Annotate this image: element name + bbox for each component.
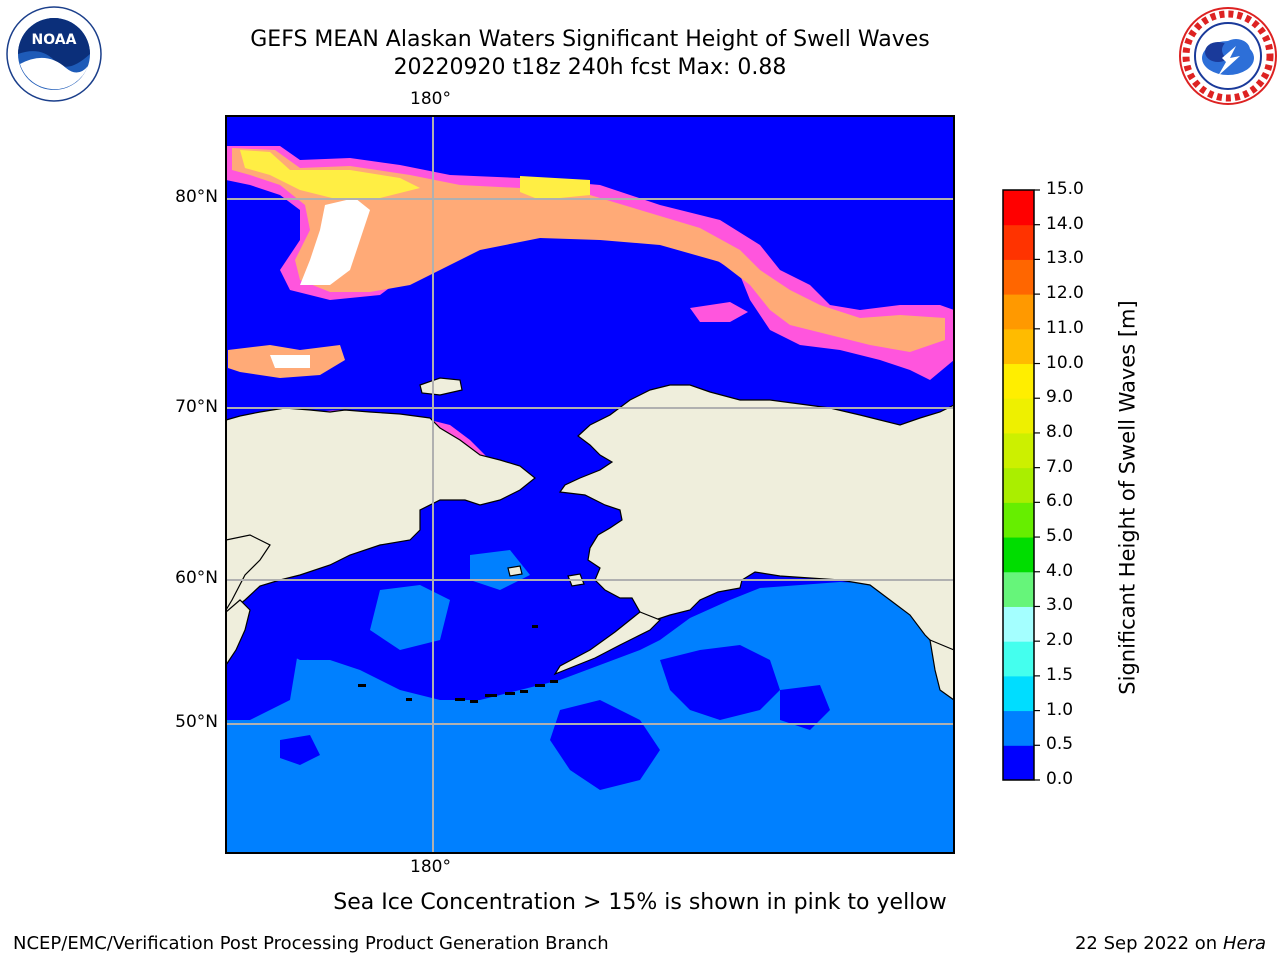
colorbar-segment: [1003, 398, 1034, 434]
colorbar-segment: [1003, 502, 1034, 538]
latitude-label-60n: 60°N: [175, 568, 218, 588]
colorbar-segment: [1003, 745, 1034, 781]
open-water-pocket-2: [270, 355, 310, 368]
colorbar: [1002, 189, 1040, 781]
colorbar-segment: [1003, 641, 1034, 677]
colorbar-segment: [1003, 190, 1034, 226]
colorbar-tick-label: 7.0: [1046, 456, 1074, 477]
latitude-label-70n: 70°N: [175, 397, 218, 417]
sea-ice-note: Sea Ice Concentration > 15% is shown in …: [333, 890, 947, 915]
colorbar-tick-label: 0.0: [1046, 769, 1074, 789]
colorbar-tick-label: 2.0: [1046, 630, 1074, 651]
map-frame: [225, 115, 955, 854]
footer-credit: NCEP/EMC/Verification Post Processing Pr…: [13, 933, 609, 954]
colorbar-segment: [1003, 432, 1034, 469]
footer-host: Hera: [1222, 933, 1266, 954]
colorbar-tick-label: 12.0: [1046, 283, 1084, 304]
colorbar-tick-label: 11.0: [1046, 317, 1084, 338]
land-wrangel-island: [419, 377, 463, 396]
colorbar-tick-label: 10.0: [1046, 352, 1084, 373]
latitude-label-50n: 50°N: [175, 712, 218, 732]
aleutian-islands: [358, 625, 558, 703]
pacific-low-swell-blob-4: [280, 735, 320, 765]
sea-ice-patch-east: [690, 302, 748, 322]
colorbar-frame: [1002, 189, 1035, 781]
colorbar-tick-label: 8.0: [1046, 421, 1074, 442]
graticule: [226, 116, 954, 853]
pacific-swell-patch-1: [370, 585, 450, 650]
figure-title: GEFS MEAN Alaskan Waters Significant Hei…: [250, 27, 930, 52]
footer-date: 22 Sep 2022 on Hera: [1075, 933, 1266, 954]
colorbar-segment: [1003, 328, 1034, 365]
land-kamchatka-south: [226, 599, 251, 667]
svg-text:NOAA: NOAA: [32, 32, 77, 48]
colorbar-segment: [1003, 294, 1034, 330]
colorbar-segment: [1003, 224, 1034, 260]
pacific-low-swell-blob-5: [226, 610, 300, 720]
longitude-label-top: 180°: [410, 89, 451, 109]
pacific-low-swell-blob-2: [550, 700, 660, 790]
open-water-pocket: [300, 198, 370, 285]
colorbar-tick-label: 9.0: [1046, 387, 1074, 408]
sea-ice-band-high: [240, 150, 420, 200]
colorbar-tick-label: 1.5: [1046, 664, 1074, 685]
colorbar-tick-label: 3.0: [1046, 595, 1074, 616]
colorbar-segment: [1003, 363, 1034, 399]
colorbar-segment: [1003, 675, 1034, 712]
pacific-low-swell-blob-3: [780, 685, 830, 730]
noaa-logo: NOAA: [6, 6, 102, 102]
colorbar-tick-label: 1.0: [1046, 699, 1074, 720]
land-st-lawrence-island: [507, 565, 523, 577]
land-alaska: [558, 384, 954, 661]
footer-date-text: 22 Sep 2022 on: [1074, 933, 1218, 954]
colorbar-tick-label: 6.0: [1046, 491, 1074, 512]
colorbar-tick-label: 14.0: [1046, 213, 1084, 234]
nws-logo: [1179, 7, 1277, 105]
colorbar-segment: [1003, 571, 1034, 607]
latitude-label-80n: 80°N: [175, 187, 218, 207]
colorbar-tick-label: 5.0: [1046, 526, 1074, 547]
colorbar-segment: [1003, 467, 1034, 503]
colorbar-tick-label: 13.0: [1046, 248, 1084, 269]
longitude-label-bottom: 180°: [410, 857, 451, 877]
colorbar-segment: [1003, 710, 1034, 746]
pacific-low-swell-blob-1: [660, 645, 780, 720]
land-se-alaska-coast: [929, 639, 954, 701]
colorbar-segment: [1003, 537, 1034, 573]
colorbar-title: Significant Height of Swell Waves [m]: [1115, 300, 1140, 695]
land-alaska-peninsula: [553, 611, 662, 676]
colorbar-tick-label: 15.0: [1046, 179, 1084, 199]
colorbar-tick-label: 4.0: [1046, 560, 1074, 581]
sea-ice-high-2: [520, 176, 590, 200]
colorbar-segment: [1003, 259, 1034, 295]
figure-subtitle: 20220920 t18z 240h fcst Max: 0.88: [393, 55, 787, 80]
colorbar-tick-label: 0.5: [1046, 734, 1074, 755]
colorbar-segment: [1003, 606, 1034, 642]
land-chukotka: [226, 407, 536, 616]
